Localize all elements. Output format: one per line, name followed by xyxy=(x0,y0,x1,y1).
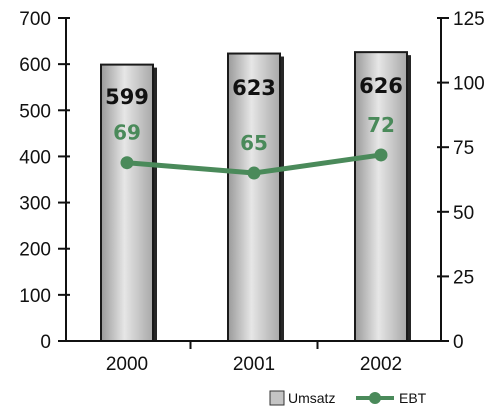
left-tick-label: 200 xyxy=(19,240,51,261)
axes-layer: 0 100 200 300 400 500 600 700 0 25 50 75 100 125 2000 2… xyxy=(19,9,484,375)
bars-layer: 599 623 626 xyxy=(100,51,411,343)
legend-swatch-umsatz xyxy=(269,390,285,406)
left-tick-label: 600 xyxy=(19,55,51,76)
left-tick-label: 500 xyxy=(19,101,51,122)
left-tick-label: 400 xyxy=(19,147,51,168)
x-tick-label: 2002 xyxy=(360,354,402,375)
ebt-point xyxy=(374,148,388,162)
line-layer: 69 65 72 xyxy=(113,113,395,180)
left-tick-label: 0 xyxy=(40,332,51,353)
ebt-value-label: 69 xyxy=(113,121,141,145)
ebt-value-label: 72 xyxy=(367,113,395,137)
right-tick-label: 0 xyxy=(453,332,464,353)
legend-swatch-ebt-marker xyxy=(369,392,381,404)
legend-label-ebt: EBT xyxy=(399,390,427,406)
ebt-point xyxy=(247,166,261,180)
left-tick-label: 100 xyxy=(19,286,51,307)
legend: Umsatz EBT xyxy=(269,390,427,406)
right-tick-label: 25 xyxy=(453,267,474,288)
x-tick-label: 2001 xyxy=(233,354,275,375)
bar-value-label: 626 xyxy=(359,74,403,98)
right-tick-label: 50 xyxy=(453,203,474,224)
bar-value-label: 599 xyxy=(105,85,149,109)
x-tick-label: 2000 xyxy=(106,354,148,375)
bar-value-label: 623 xyxy=(232,76,276,100)
ebt-value-label: 65 xyxy=(240,131,268,155)
bar-2001 xyxy=(227,52,281,342)
bar-2000 xyxy=(100,63,154,343)
right-tick-label: 75 xyxy=(453,138,474,159)
right-tick-label: 100 xyxy=(453,74,485,95)
ebt-point xyxy=(120,156,134,170)
left-tick-label: 300 xyxy=(19,194,51,215)
legend-label-umsatz: Umsatz xyxy=(288,390,335,406)
right-tick-label: 125 xyxy=(453,9,485,30)
left-tick-label: 700 xyxy=(19,9,51,30)
